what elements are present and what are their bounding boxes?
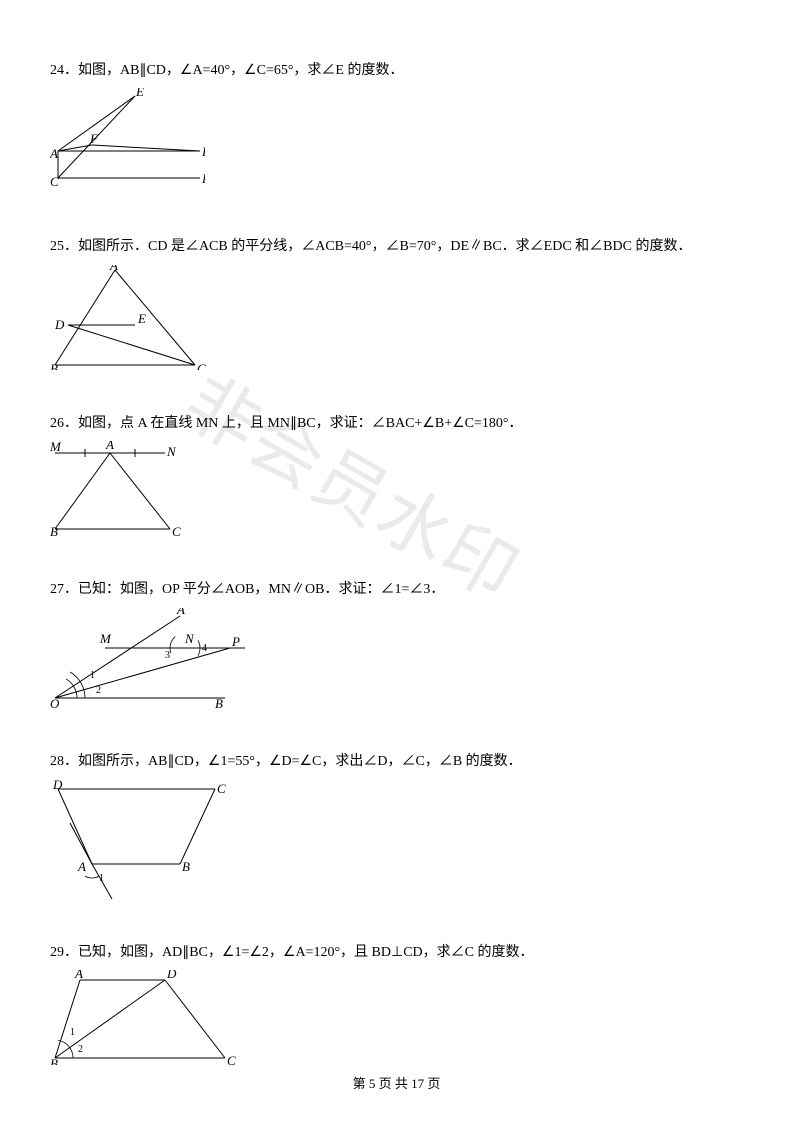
- problem-statement: 已知：如图，OP 平分∠AOB，MN∥OB．求证：∠1=∠3．: [78, 582, 444, 597]
- svg-text:A: A: [50, 146, 58, 161]
- svg-text:B: B: [50, 1056, 58, 1065]
- svg-text:A: A: [105, 441, 114, 452]
- svg-text:B: B: [215, 696, 223, 708]
- svg-text:2: 2: [96, 685, 101, 696]
- problem-24: 24．如图，AB∥CD，∠A=40°，∠C=65°，求∠E 的度数． E A F B C D: [50, 60, 743, 198]
- svg-text:O: O: [50, 696, 60, 708]
- svg-text:F: F: [89, 131, 99, 146]
- svg-text:B: B: [182, 859, 190, 874]
- svg-text:4: 4: [202, 643, 207, 654]
- problem-number: 29．: [50, 945, 78, 960]
- problem-text: 29．已知，如图，AD∥BC，∠1=∠2，∠A=120°，且 BD⊥CD，求∠C…: [50, 942, 743, 964]
- svg-text:C: C: [172, 524, 181, 536]
- svg-text:1: 1: [90, 670, 95, 681]
- problem-statement: 如图，AB∥CD，∠A=40°，∠C=65°，求∠E 的度数．: [78, 63, 404, 78]
- problem-statement: 已知，如图，AD∥BC，∠1=∠2，∠A=120°，且 BD⊥CD，求∠C 的度…: [78, 945, 533, 960]
- svg-text:2: 2: [78, 1044, 83, 1055]
- figure-container: D C A 1 B: [50, 779, 743, 904]
- footer-suffix: 页: [424, 1076, 440, 1091]
- footer-prefix: 第: [353, 1076, 369, 1091]
- figure-container: A D E B C: [50, 265, 743, 375]
- figure-container: A D 12 B C: [50, 970, 743, 1070]
- problem-number: 27．: [50, 582, 78, 597]
- figure-container: M A N B C: [50, 441, 743, 541]
- problem-text: 25．如图所示．CD 是∠ACB 的平分线，∠ACB=40°，∠B=70°，DE…: [50, 236, 743, 258]
- problem-26: 26．如图，点 A 在直线 MN 上，且 MN∥BC，求证：∠BAC+∠B+∠C…: [50, 413, 743, 541]
- svg-text:A: A: [109, 265, 118, 273]
- svg-text:D: D: [52, 779, 63, 792]
- content-area: 24．如图，AB∥CD，∠A=40°，∠C=65°，求∠E 的度数．EAFBCD…: [50, 60, 743, 1070]
- svg-text:C: C: [50, 174, 59, 189]
- geometry-figure: M A N B C: [50, 441, 200, 536]
- svg-text:A: A: [74, 970, 83, 981]
- problem-number: 25．: [50, 239, 78, 254]
- problem-number: 26．: [50, 416, 78, 431]
- problem-text: 27．已知：如图，OP 平分∠AOB，MN∥OB．求证：∠1=∠3．: [50, 579, 743, 601]
- svg-text:M: M: [50, 441, 62, 454]
- svg-text:B: B: [50, 361, 58, 370]
- problem-text: 26．如图，点 A 在直线 MN 上，且 MN∥BC，求证：∠BAC+∠B+∠C…: [50, 413, 743, 435]
- problem-statement: 如图所示，AB∥CD，∠1=55°，∠D=∠C，求出∠D，∠C，∠B 的度数．: [78, 754, 522, 769]
- figure-container: E A F B C D: [50, 88, 743, 198]
- problem-25: 25．如图所示．CD 是∠ACB 的平分线，∠ACB=40°，∠B=70°，DE…: [50, 236, 743, 374]
- svg-text:1: 1: [99, 873, 104, 884]
- svg-text:D: D: [166, 970, 177, 981]
- problem-statement: 如图，点 A 在直线 MN 上，且 MN∥BC，求证：∠BAC+∠B+∠C=18…: [78, 416, 522, 431]
- svg-text:P: P: [231, 634, 240, 649]
- svg-text:D: D: [54, 317, 65, 332]
- svg-text:B: B: [202, 144, 205, 159]
- problem-27: 27．已知：如图，OP 平分∠AOB，MN∥OB．求证：∠1=∠3． A M N P 3 4…: [50, 579, 743, 712]
- problem-text: 24．如图，AB∥CD，∠A=40°，∠C=65°，求∠E 的度数．: [50, 60, 743, 82]
- svg-text:M: M: [99, 631, 112, 646]
- problem-number: 24．: [50, 63, 78, 78]
- geometry-figure: A D E B C: [50, 265, 210, 370]
- svg-text:C: C: [227, 1053, 236, 1065]
- svg-text:1: 1: [70, 1027, 75, 1038]
- problem-text: 28．如图所示，AB∥CD，∠1=55°，∠D=∠C，求出∠D，∠C，∠B 的度…: [50, 751, 743, 773]
- svg-text:B: B: [50, 524, 58, 536]
- geometry-figure: A M N P 3 4 12 O B: [50, 608, 250, 708]
- page-footer: 第 5 页 共 17 页: [0, 1073, 793, 1092]
- problem-number: 28．: [50, 754, 78, 769]
- svg-text:D: D: [201, 171, 205, 186]
- footer-mid: 页 共: [375, 1076, 411, 1091]
- footer-total: 17: [411, 1076, 424, 1091]
- svg-text:3: 3: [165, 650, 170, 661]
- svg-text:C: C: [197, 361, 206, 370]
- problem-29: 29．已知，如图，AD∥BC，∠1=∠2，∠A=120°，且 BD⊥CD，求∠C…: [50, 942, 743, 1070]
- svg-text:E: E: [135, 88, 144, 99]
- svg-text:A: A: [176, 608, 185, 617]
- figure-container: A M N P 3 4 12 O B: [50, 608, 743, 713]
- svg-text:N: N: [184, 631, 195, 646]
- geometry-figure: D C A 1 B: [50, 779, 230, 899]
- svg-text:C: C: [217, 781, 226, 796]
- svg-text:A: A: [77, 859, 86, 874]
- problem-statement: 如图所示．CD 是∠ACB 的平分线，∠ACB=40°，∠B=70°，DE∥BC…: [78, 239, 691, 254]
- svg-text:N: N: [166, 444, 177, 459]
- geometry-figure: A D 12 B C: [50, 970, 240, 1065]
- svg-text:E: E: [137, 311, 146, 326]
- geometry-figure: E A F B C D: [50, 88, 205, 193]
- problem-28: 28．如图所示，AB∥CD，∠1=55°，∠D=∠C，求出∠D，∠C，∠B 的度…: [50, 751, 743, 904]
